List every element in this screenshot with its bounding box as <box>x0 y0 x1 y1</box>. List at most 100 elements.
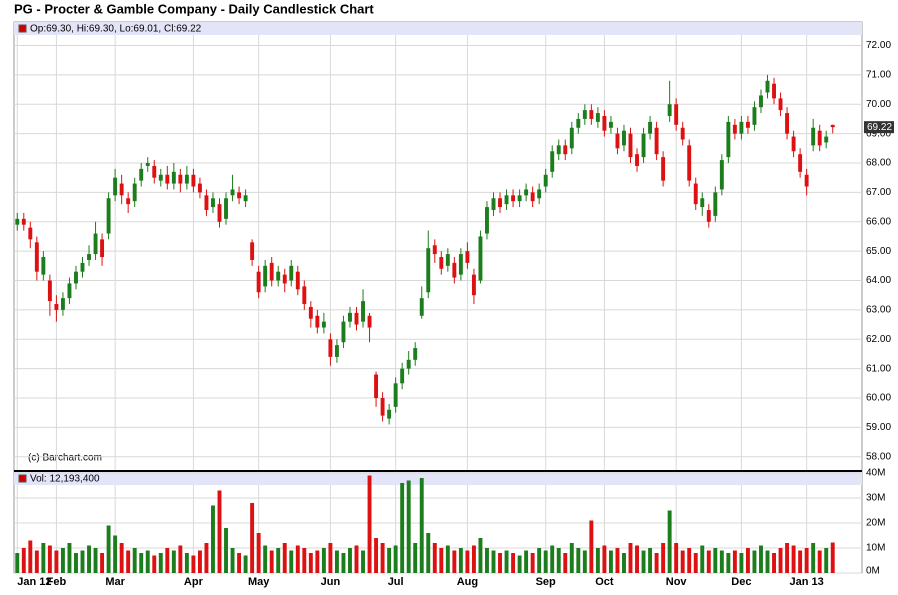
volume-bar <box>321 548 326 573</box>
y-tick-label: 69.00 <box>866 128 891 139</box>
volume-bar <box>126 550 131 573</box>
volume-bar <box>145 550 150 573</box>
candle-body <box>354 312 359 325</box>
candle-body <box>165 174 170 184</box>
last-price-label: 69.22 <box>867 122 892 133</box>
candle-body <box>458 254 463 275</box>
volume-bar <box>184 553 189 573</box>
volume-bar <box>582 550 587 573</box>
volume-bar <box>602 545 607 573</box>
volume-bar <box>295 545 300 573</box>
candle-body <box>582 110 587 119</box>
candle-body <box>15 218 20 225</box>
volume-bar <box>426 533 431 573</box>
volume-bar <box>400 483 405 573</box>
volume-bar <box>132 548 137 573</box>
volume-bar <box>556 548 561 573</box>
volume-bar <box>250 503 255 573</box>
candle-body <box>439 257 444 269</box>
candle-body <box>608 121 613 128</box>
y-tick-label: 67.00 <box>866 187 891 198</box>
candle-body <box>465 251 470 263</box>
volume-bar <box>158 553 163 573</box>
x-tick-label: Mar <box>105 576 125 588</box>
volume-bar <box>230 548 235 573</box>
y-tick-label: 65.00 <box>866 246 891 257</box>
candle-body <box>576 118 581 128</box>
candle-body <box>615 133 620 149</box>
volume-bar <box>458 548 463 573</box>
volume-tick-label: 0M <box>866 566 880 577</box>
volume-bar <box>648 548 653 573</box>
candle-body <box>622 130 626 146</box>
candle-body <box>197 183 202 193</box>
volume-bar <box>674 543 679 573</box>
x-tick-label: Aug <box>457 576 478 588</box>
last-price-box <box>864 121 894 134</box>
candle-body <box>263 265 268 287</box>
candle-body <box>759 95 763 108</box>
candle-body <box>308 306 313 319</box>
volume-bar <box>471 545 476 573</box>
y-tick-label: 59.00 <box>866 422 891 433</box>
volume-bar <box>498 553 502 573</box>
volume-bar <box>374 538 379 573</box>
candle-body <box>432 245 437 255</box>
volume-bar <box>28 540 33 573</box>
volume-bar <box>106 525 111 573</box>
candle-body <box>204 195 209 211</box>
volume-bar <box>817 550 822 573</box>
candle-body <box>485 207 489 234</box>
volume-bar <box>224 528 228 573</box>
candle-body <box>393 383 398 407</box>
volume-bar <box>589 520 594 573</box>
volume-bar <box>804 548 809 573</box>
volume-bar <box>328 543 333 573</box>
x-tick-label: Jan 13 <box>790 576 824 588</box>
legend-text: Op:69.30, Hi:69.30, Lo:69.01, Cl:69.22 <box>30 24 202 35</box>
candle-body <box>74 271 78 284</box>
volume-bar <box>354 545 359 573</box>
candle-body <box>315 315 320 328</box>
candle-body <box>282 274 287 284</box>
candle-body <box>706 210 711 222</box>
volume-bar <box>661 543 666 573</box>
volume-bar <box>80 550 85 573</box>
volume-bar <box>452 550 457 573</box>
candle-body <box>158 174 163 181</box>
candle-body <box>217 204 222 222</box>
candle-body <box>798 154 803 172</box>
volume-bar <box>67 543 72 573</box>
candle-body <box>739 121 744 134</box>
volume-bar <box>830 542 835 573</box>
candle-body <box>765 80 770 93</box>
candle-body <box>778 98 783 111</box>
candle-body <box>21 218 26 225</box>
candle-body <box>100 239 105 258</box>
candle-body <box>28 227 33 240</box>
volume-tick-label: 20M <box>866 518 885 529</box>
volume-bar <box>152 555 157 573</box>
volume-bar <box>563 553 568 573</box>
candle-body <box>119 183 124 196</box>
candle-body <box>184 174 189 184</box>
candle-body <box>145 163 150 166</box>
candle-body <box>471 274 476 296</box>
candle-body <box>713 192 718 216</box>
candle-body <box>452 262 457 278</box>
candle-body <box>517 195 522 202</box>
candle-body <box>524 189 529 196</box>
candle-body <box>667 104 672 117</box>
y-tick-label: 68.00 <box>866 158 891 169</box>
candle-body <box>256 271 261 293</box>
volume-bar <box>380 543 385 573</box>
volume-bar <box>302 548 307 573</box>
y-tick-label: 58.00 <box>866 451 891 462</box>
chart-title: PG - Procter & Gamble Company - Daily Ca… <box>14 1 374 16</box>
volume-bar <box>732 550 737 573</box>
candle-body <box>387 409 392 419</box>
volume-bar <box>680 550 685 573</box>
volume-bar <box>237 553 242 573</box>
volume-bar <box>478 538 483 573</box>
